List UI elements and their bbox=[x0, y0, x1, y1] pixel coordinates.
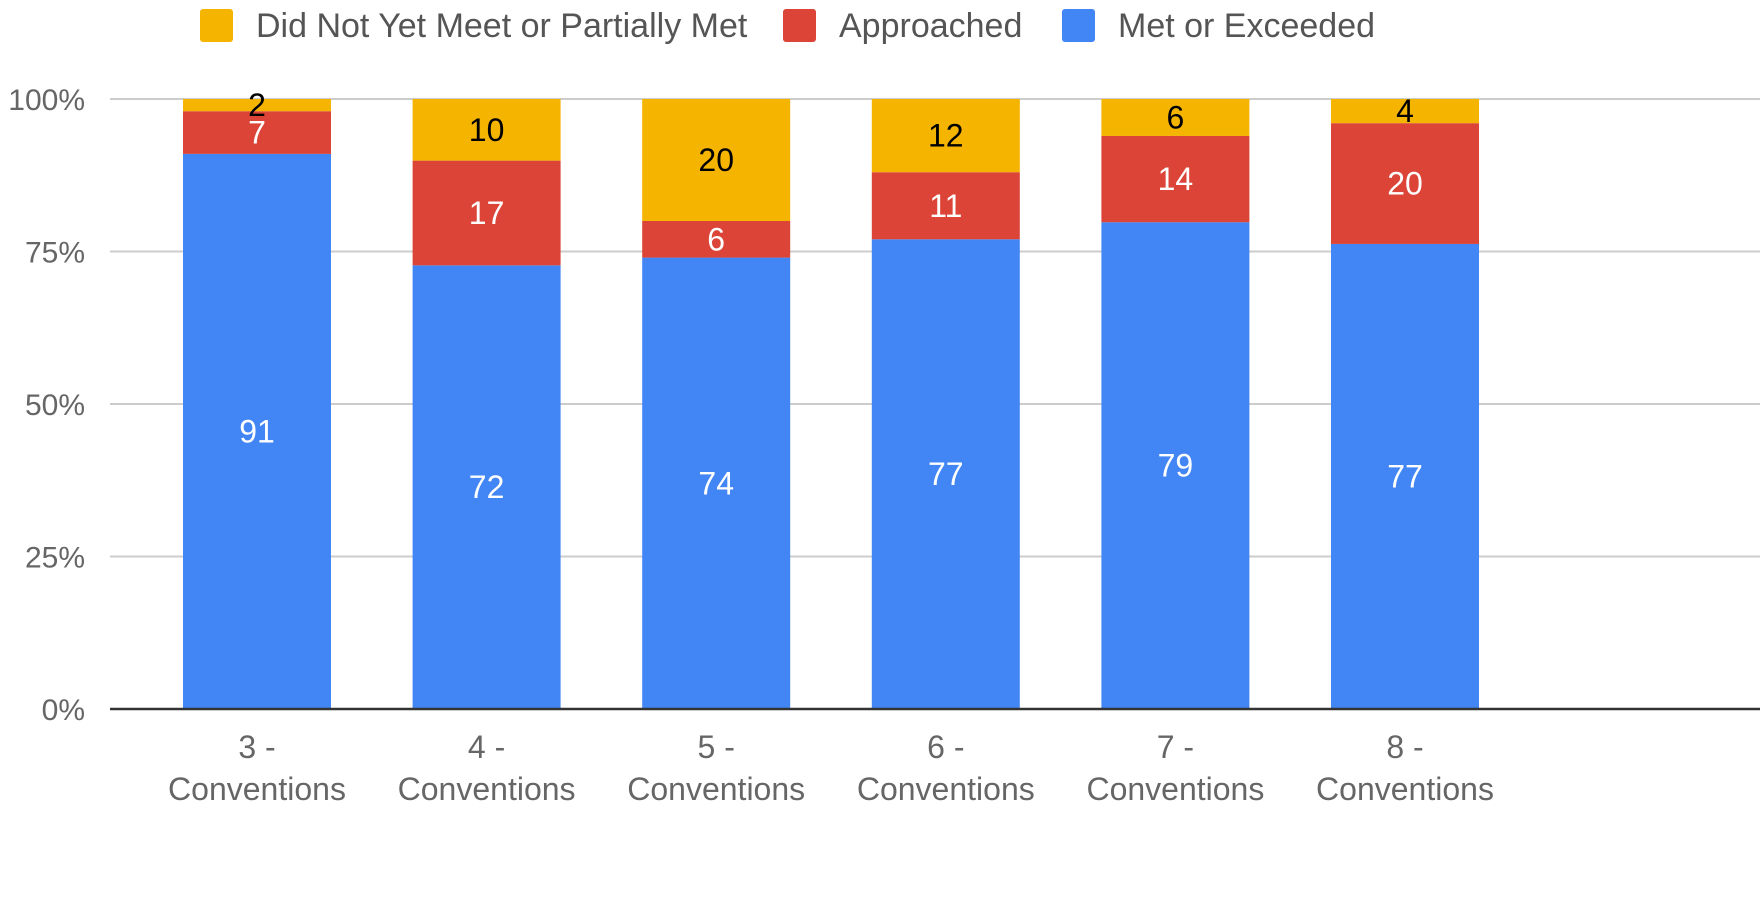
x-tick-label: 5 - bbox=[698, 729, 735, 765]
data-label-did-not-yet-meet-or-partially-met: 4 bbox=[1396, 93, 1414, 129]
bar-segment-met-or-exceeded bbox=[412, 265, 561, 709]
data-label-approached: 20 bbox=[1387, 166, 1423, 202]
data-label-approached: 6 bbox=[707, 221, 725, 257]
data-label-did-not-yet-meet-or-partially-met: 12 bbox=[928, 118, 964, 154]
y-tick-label: 75% bbox=[25, 237, 85, 270]
data-label-met-or-exceeded: 77 bbox=[1387, 458, 1423, 494]
legend-swatch-did-not-yet-meet-or-partially-met bbox=[200, 9, 233, 42]
bar-segment-approached bbox=[183, 111, 331, 154]
x-tick-label: 8 - bbox=[1386, 729, 1423, 765]
bar-segment-did-not-yet-meet-or-partially-met bbox=[412, 99, 561, 161]
x-tick-label: Conventions bbox=[1316, 771, 1494, 807]
bar-segment-approached bbox=[1101, 135, 1250, 223]
data-label-approached: 17 bbox=[469, 195, 505, 231]
bar-segment-met-or-exceeded bbox=[1331, 243, 1479, 709]
bar-segment-did-not-yet-meet-or-partially-met bbox=[183, 99, 331, 112]
bar-segment-approached bbox=[1331, 123, 1479, 244]
data-label-met-or-exceeded: 72 bbox=[469, 469, 505, 505]
legend-label-approached: Approached bbox=[839, 7, 1022, 45]
data-label-met-or-exceeded: 91 bbox=[239, 413, 275, 449]
y-tick-label: 25% bbox=[25, 542, 85, 575]
bar-segment-approached bbox=[871, 172, 1020, 240]
x-tick-label: Conventions bbox=[168, 771, 346, 807]
x-tick-label: 4 - bbox=[468, 729, 505, 765]
y-tick-label: 100% bbox=[8, 84, 85, 117]
data-label-approached: 7 bbox=[248, 115, 266, 151]
x-tick-label: 7 - bbox=[1157, 729, 1194, 765]
bar-segment-did-not-yet-meet-or-partially-met bbox=[1331, 99, 1479, 124]
bar-segment-approached bbox=[412, 160, 561, 266]
bar-segment-met-or-exceeded bbox=[1101, 222, 1250, 709]
bar-segment-met-or-exceeded bbox=[871, 239, 1020, 710]
bar-segment-did-not-yet-meet-or-partially-met bbox=[1101, 99, 1250, 136]
data-label-approached: 14 bbox=[1158, 161, 1194, 197]
data-label-did-not-yet-meet-or-partially-met: 20 bbox=[698, 142, 734, 178]
bar-segment-did-not-yet-meet-or-partially-met bbox=[642, 99, 791, 221]
x-tick-label: Conventions bbox=[627, 771, 805, 807]
bar-segment-did-not-yet-meet-or-partially-met bbox=[871, 99, 1020, 173]
y-tick-label: 50% bbox=[25, 389, 85, 422]
legend-swatch-approached bbox=[783, 9, 816, 42]
legend-label-did-not-yet-meet-or-partially-met: Did Not Yet Meet or Partially Met bbox=[256, 7, 748, 45]
bar-segment-met-or-exceeded bbox=[183, 153, 331, 709]
data-label-did-not-yet-meet-or-partially-met: 2 bbox=[248, 87, 266, 123]
y-axis-tick-labels: 0% 25% 50% 75% 100% bbox=[8, 84, 85, 727]
x-tick-label: Conventions bbox=[398, 771, 576, 807]
x-axis-tick-labels: 3 - Conventions 4 - Conventions 5 - Conventio… bbox=[168, 729, 1494, 807]
chart-bars bbox=[183, 99, 1479, 710]
chart-legend: Did Not Yet Meet or Partially Met Approac… bbox=[200, 7, 1375, 45]
x-tick-label: Conventions bbox=[1086, 771, 1264, 807]
y-tick-label: 0% bbox=[42, 694, 85, 727]
data-label-did-not-yet-meet-or-partially-met: 6 bbox=[1167, 99, 1185, 135]
data-label-met-or-exceeded: 77 bbox=[928, 456, 964, 492]
data-label-met-or-exceeded: 74 bbox=[698, 465, 734, 501]
bar-segment-met-or-exceeded bbox=[642, 257, 791, 709]
x-tick-label: 3 - bbox=[238, 729, 275, 765]
legend-swatch-met-or-exceeded bbox=[1062, 9, 1095, 42]
data-label-did-not-yet-meet-or-partially-met: 10 bbox=[469, 112, 505, 148]
data-label-approached: 11 bbox=[929, 188, 962, 224]
data-label-met-or-exceeded: 79 bbox=[1158, 448, 1194, 484]
x-tick-label: Conventions bbox=[857, 771, 1035, 807]
legend-label-met-or-exceeded: Met or Exceeded bbox=[1118, 7, 1375, 45]
bar-segment-approached bbox=[642, 221, 791, 258]
x-tick-label: 6 - bbox=[927, 729, 964, 765]
